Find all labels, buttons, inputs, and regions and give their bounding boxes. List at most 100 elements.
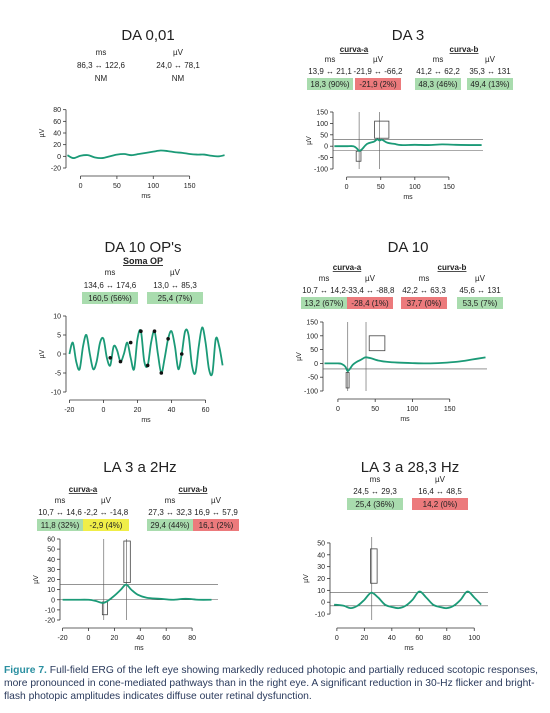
op-peak-marker [159,371,164,375]
normal-range-box [345,372,350,389]
op-peak-marker [128,340,133,345]
measured-value: 29,4 (44%) [150,521,189,530]
column-heading: µV [435,475,446,484]
column-heading: ms [325,55,336,64]
reference-range: 13,9 ↔ 21,1 [308,67,352,76]
y-axis-label: µV [33,575,40,584]
measured-value: 48,3 (46%) [418,80,457,89]
x-tick-label: 0 [87,635,91,642]
x-tick-label: 60 [162,635,170,642]
y-tick-label: -5 [55,371,61,378]
column-heading: µV [173,48,184,57]
y-tick-label: 20 [47,577,55,584]
x-tick-label: 50 [377,184,385,191]
measured-value-badge [83,519,129,531]
x-tick-label: 60 [202,407,210,414]
erg-figure: DA 0,01 ms 86,3 ↔ 122,6 NM µV 24,0 ↔ 78,1 NM 80… [33,27,513,652]
measured-value-badge [347,498,403,510]
y-tick-label: -20 [51,166,61,173]
measured-value: 11,8 (32%) [41,521,80,530]
y-tick-label: 50 [47,547,55,554]
panel-subtitle: Soma OP [123,256,163,266]
erg-trace [62,583,212,604]
normal-range-box [374,120,390,139]
curve-group-label: curva-a [333,263,362,272]
panel-title: DA 10 [388,239,429,256]
column-heading: ms [96,48,107,57]
panel-title: DA 10 OP's [104,239,181,256]
y-tick-label: 30 [317,564,325,571]
y-tick-label: 40 [317,552,325,559]
column-heading: µV [101,496,112,505]
column-heading: µV [211,496,222,505]
column-heading: ms [165,496,176,505]
y-tick-label: 50 [310,347,318,354]
measured-value: 49,4 (13%) [470,80,509,89]
x-tick-label: 80 [443,635,451,642]
reference-range: 45,6 ↔ 131 [459,286,501,295]
y-tick-label: 50 [320,132,328,139]
column-heading: ms [419,274,430,283]
measured-value: 53,5 (7%) [463,299,498,308]
measured-value: 16,1 (2%) [199,521,234,530]
measured-value: 14,2 (0%) [423,500,458,509]
x-tick-label: 100 [409,184,421,191]
reference-range: 35,3 ↔ 131 [469,67,511,76]
measured-value: -2,9 (4%) [90,521,123,530]
x-tick-label: 100 [407,406,419,413]
measured-value-badge [457,297,503,309]
measured-value: 37,7 (0%) [407,299,442,308]
measured-value: 18,3 (90%) [310,80,349,89]
reference-range: 27,3 ↔ 32,3 [148,508,192,517]
op-peak-marker [139,329,143,334]
measured-value-badge [355,78,401,90]
measured-value-badge [467,78,513,90]
panel-da001: DA 0,01 ms 86,3 ↔ 122,6 NM µV 24,0 ↔ 78,1 NM 80… [39,27,225,200]
y-tick-label: 150 [306,320,318,327]
column-heading: µV [485,55,496,64]
normal-range-box [123,540,131,583]
measured-value-badge [147,292,203,304]
x-axis-label: ms [400,416,410,423]
reference-range: 16,4 ↔ 48,5 [418,487,462,496]
op-peak-marker [166,337,170,341]
y-axis-label: µV [296,352,303,361]
erg-trace [334,138,482,152]
measured-value-badge [37,519,83,531]
column-heading: ms [319,274,330,283]
curve-group-label: curva-a [340,45,369,54]
reference-range: 10,7 ↔ 14,2 [302,286,346,295]
y-tick-label: -50 [308,375,318,382]
x-tick-label: 150 [184,183,196,190]
column-heading: µV [170,268,181,277]
y-tick-label: 150 [316,110,328,117]
x-tick-label: 50 [371,406,379,413]
reference-range: 24,0 ↔ 78,1 [156,61,200,70]
y-tick-label: -10 [45,607,55,614]
measured-value: 13,2 (67%) [304,299,343,308]
panel-title: DA 3 [392,27,425,44]
measured-value-badge [193,519,239,531]
erg-trace [68,326,224,377]
y-tick-label: -50 [318,155,328,162]
measured-value: 160,5 (56%) [88,294,132,303]
panel-da3: DA 3 curva-a curva-b ms 13,9 ↔ 21,1 18,3 (90%… [306,27,513,201]
op-peak-marker [118,359,123,364]
y-tick-label: 50 [317,540,325,547]
x-tick-label: 0 [335,635,339,642]
measured-value-badge [147,519,193,531]
panel-da10: DA 10 curva-a curva-b ms 10,7 ↔ 14,2 13,2 (67… [296,239,503,423]
y-tick-label: 10 [47,587,55,594]
normal-range-box [101,601,108,616]
y-tick-label: -10 [315,612,325,619]
x-tick-label: 150 [443,184,455,191]
measured-value: -28,4 (1%) [351,299,389,308]
column-heading: µV [373,55,384,64]
measured-value-badge [347,297,393,309]
status-text: NM [172,74,185,83]
reference-range: -21,9 ↔ -66,2 [354,67,403,76]
figure-caption-label: Figure 7. [4,665,47,676]
